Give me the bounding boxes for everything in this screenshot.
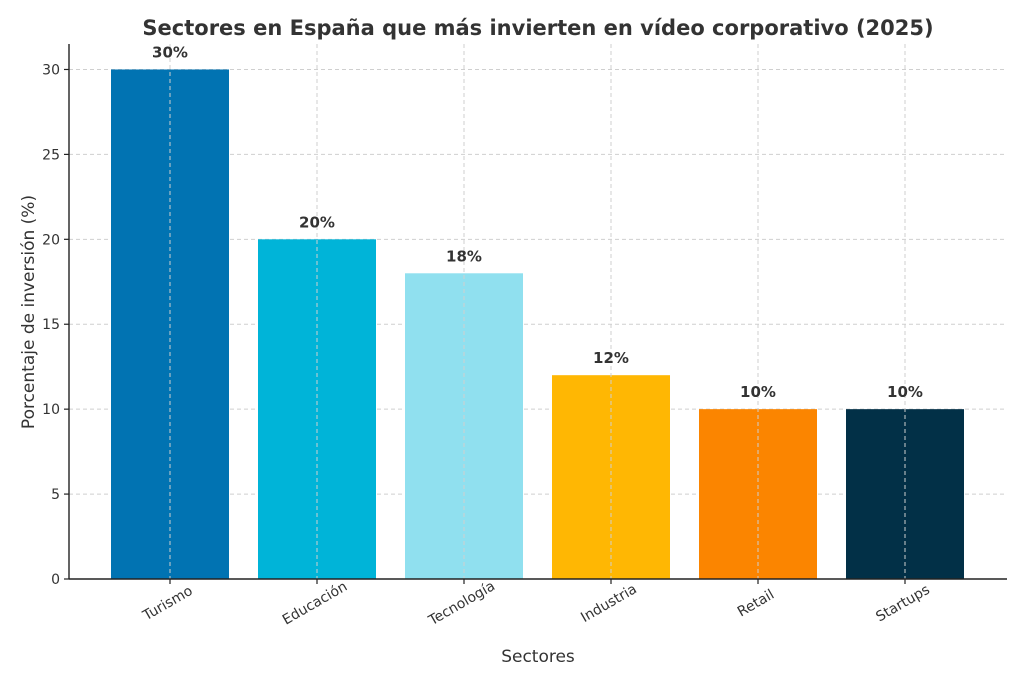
data-label: 12%: [593, 349, 629, 367]
y-tick-label: 0: [51, 572, 60, 588]
data-label: 18%: [446, 247, 482, 265]
y-axis-label: Porcentaje de inversión (%): [19, 195, 39, 429]
y-tick-label: 20: [42, 232, 60, 248]
y-tick-label: 10: [42, 402, 60, 418]
data-labels: 30% 20% 18% 12% 10% 10%: [152, 43, 923, 401]
data-label: 10%: [887, 383, 923, 401]
y-tick-label: 15: [42, 317, 60, 333]
data-label: 30%: [152, 43, 188, 61]
y-tick-label: 25: [42, 147, 60, 163]
x-tick-label: Tecnología: [425, 578, 498, 629]
x-tick-label: Turismo: [140, 583, 196, 625]
y-tick-label: 5: [51, 487, 60, 503]
x-tick-label: Retail: [735, 587, 777, 621]
chart-title: Sectores en España que más invierten en …: [142, 16, 933, 40]
x-tick-label: Startups: [873, 582, 932, 625]
data-label: 20%: [299, 213, 335, 231]
vertical-grid: [169, 44, 906, 579]
x-tick-label: Industria: [578, 581, 640, 626]
y-tick-label: 30: [42, 62, 60, 78]
data-label: 10%: [740, 383, 776, 401]
x-axis-label: Sectores: [501, 647, 575, 667]
x-tick-label: Educación: [280, 579, 350, 629]
